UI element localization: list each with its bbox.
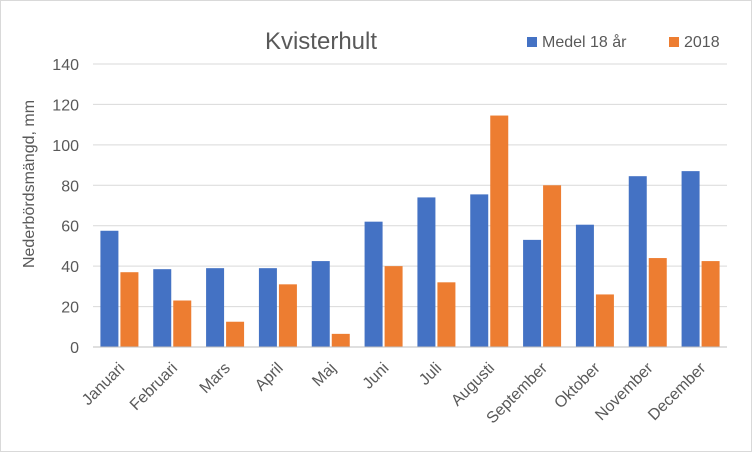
x-tick-label-oktober: Oktober [551, 359, 604, 412]
bar-medel-mars [206, 268, 225, 347]
bar-medel-oktober [575, 224, 594, 347]
bar-2018-maj [331, 333, 350, 347]
bar-medel-juni [364, 221, 383, 347]
x-tick-label-december: December [645, 359, 710, 424]
chart-title: Kvisterhult [265, 28, 377, 55]
bar-2018-februari [173, 300, 192, 347]
bar-medel-april [258, 268, 277, 347]
y-tick-label-0: 0 [70, 340, 79, 357]
bar-medel-december [681, 171, 700, 347]
bar-medel-november [628, 176, 647, 347]
legend-swatch-medel [527, 37, 537, 47]
bar-2018-augusti [490, 115, 509, 348]
y-tick-labels: 0 20 40 60 80 100 120 140 [52, 57, 79, 357]
x-tick-label-juni: Juni [360, 360, 393, 393]
y-tick-label-100: 100 [52, 138, 79, 155]
bar-2018-januari [120, 272, 139, 347]
x-tick-label-maj: Maj [309, 360, 339, 390]
x-tick-label-februari: Februari [127, 360, 181, 414]
x-tick-label-januari: Januari [79, 360, 128, 409]
bar-medel-september [523, 239, 542, 347]
x-tick-label-augusti: Augusti [448, 360, 498, 410]
bar-2018-mars [226, 321, 245, 347]
legend-swatch-2018 [669, 37, 679, 47]
bar-2018-november [648, 258, 667, 347]
bar-medel-februari [153, 269, 172, 347]
y-axis-label: Nederbördsmängd, mm [21, 100, 38, 268]
bar-medel-juli [417, 197, 436, 347]
bar-2018-april [278, 284, 297, 347]
y-tick-label-20: 20 [61, 300, 79, 317]
y-tick-label-140: 140 [52, 57, 79, 74]
bar-2018-juli [437, 282, 456, 347]
x-tick-label-april: April [252, 360, 287, 395]
bar-medel-augusti [470, 194, 489, 347]
legend-label-medel: Medel 18 år [542, 33, 627, 51]
bar-2018-oktober [595, 294, 614, 347]
x-tick-label-juli: Juli [416, 360, 445, 389]
bar-2018-juni [384, 266, 403, 347]
bar-2018-september [543, 185, 562, 347]
y-tick-label-60: 60 [61, 219, 79, 236]
y-tick-label-40: 40 [61, 259, 79, 276]
bar-2018-december [701, 261, 720, 347]
bar-medel-januari [100, 230, 119, 347]
x-tick-label-mars: Mars [197, 360, 234, 397]
y-tick-label-120: 120 [52, 97, 79, 114]
bars [100, 115, 720, 348]
grid-lines [93, 63, 727, 308]
y-tick-label-80: 80 [61, 178, 79, 195]
legend-label-2018: 2018 [684, 34, 720, 51]
bar-medel-maj [311, 261, 330, 347]
legend: Medel 18 år 2018 [527, 33, 720, 51]
